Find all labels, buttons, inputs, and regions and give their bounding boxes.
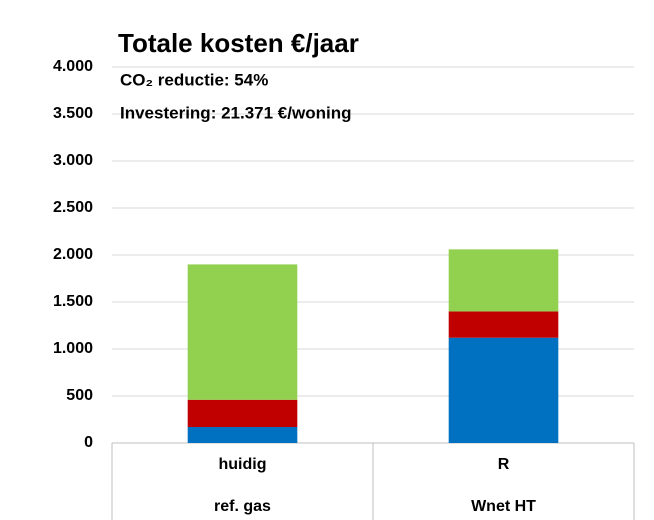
annotation: CO₂ reductie: 54% <box>120 70 268 89</box>
y-tick-label: 2.000 <box>53 246 93 263</box>
bar-segment <box>187 399 298 428</box>
x-tick-label: ref. gas <box>214 498 271 515</box>
y-tick-label: 1.000 <box>53 340 93 357</box>
y-tick-label: 3.000 <box>53 152 93 169</box>
y-tick-label: 4.000 <box>53 58 93 75</box>
x-tick-label: Wnet HT <box>471 498 536 515</box>
bar-segment <box>448 337 559 443</box>
y-tick-label: 0 <box>84 434 93 451</box>
x-tick-label: R <box>498 456 510 473</box>
annotation: Investering: 21.371 €/woning <box>120 103 351 122</box>
bar-segment <box>187 427 298 443</box>
y-tick-label: 1.500 <box>53 293 93 310</box>
chart-title: Totale kosten €/jaar <box>118 28 359 58</box>
bar-segment <box>448 249 559 312</box>
y-tick-label: 3.500 <box>53 105 93 122</box>
x-tick-label: huidig <box>219 456 267 473</box>
y-tick-label: 2.500 <box>53 199 93 216</box>
bar-segment <box>187 264 298 400</box>
bar-segment <box>448 311 559 338</box>
y-tick-label: 500 <box>66 387 93 404</box>
